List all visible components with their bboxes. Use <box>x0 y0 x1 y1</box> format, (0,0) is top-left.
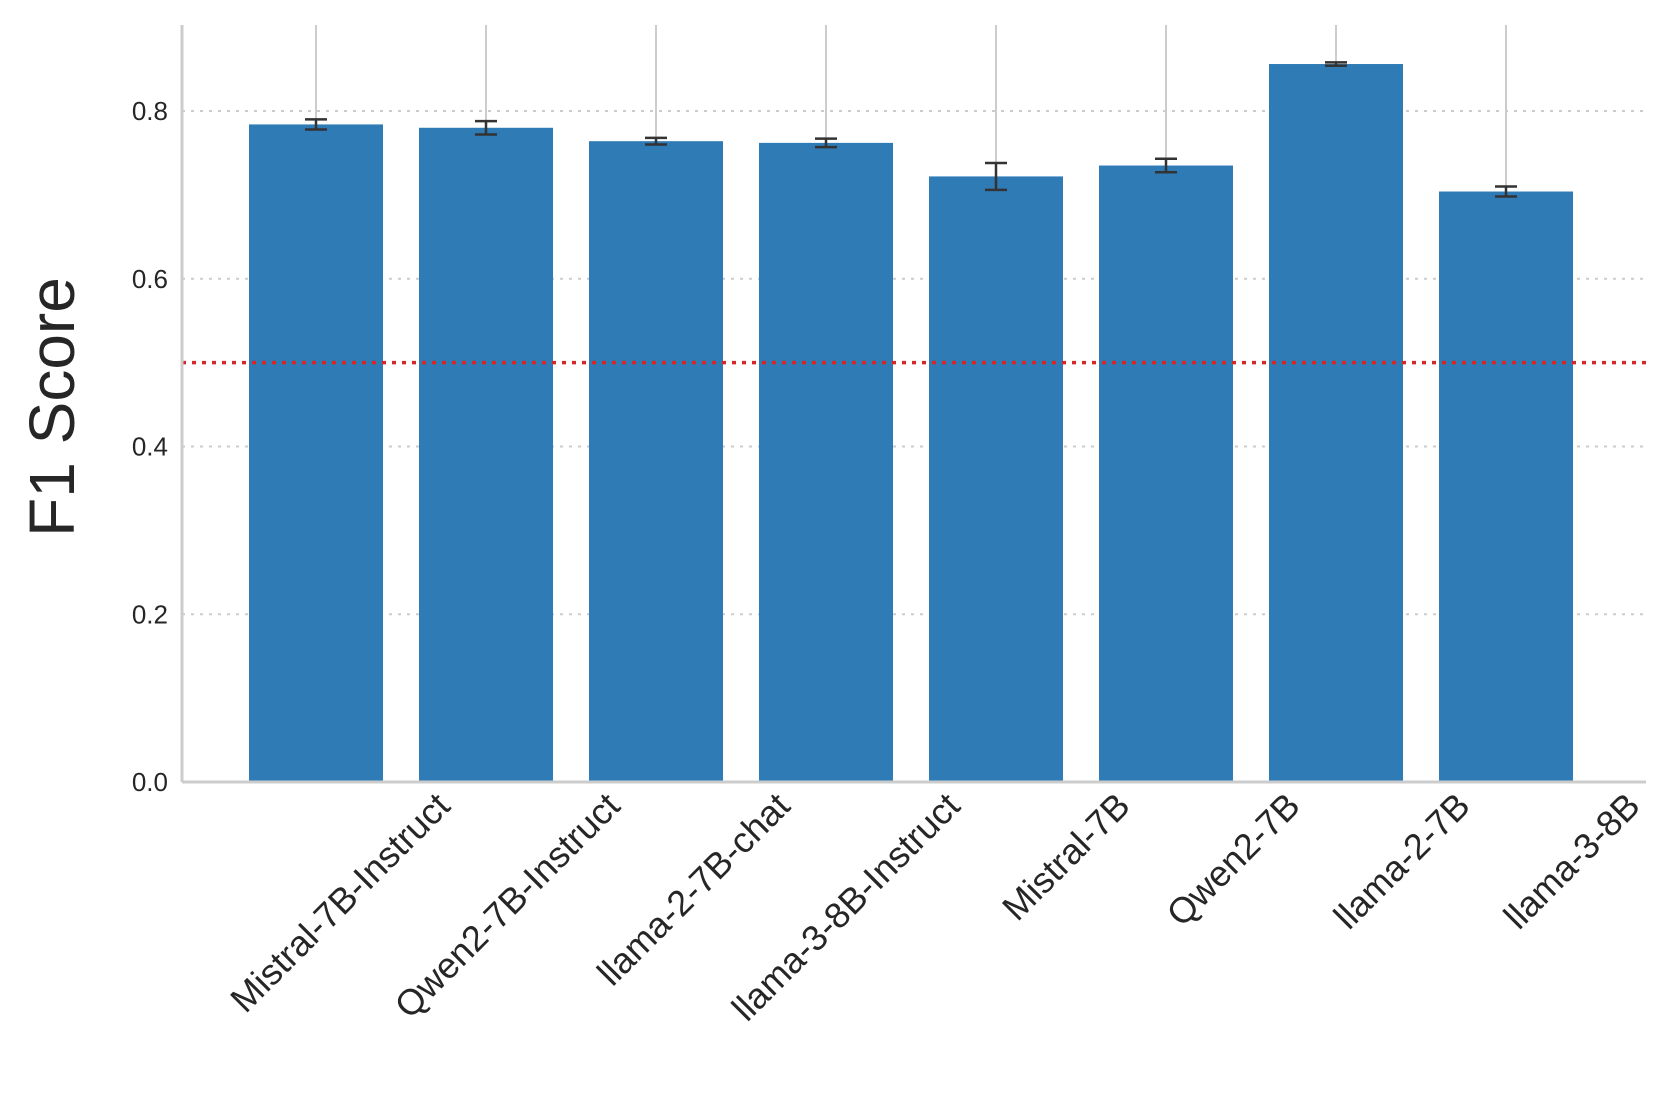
y-tick-label: 0.4 <box>132 432 168 462</box>
error-bar <box>645 136 667 146</box>
bar <box>419 127 553 782</box>
y-tick-labels: 0.0 0.2 0.4 0.6 0.8 <box>132 96 168 797</box>
error-bar <box>1495 185 1517 198</box>
y-tick-label: 0.2 <box>132 599 168 629</box>
y-tick-label: 0.6 <box>132 264 168 294</box>
error-bar <box>985 161 1007 192</box>
y-tick-label: 0.0 <box>132 767 168 797</box>
error-bar <box>1325 61 1347 67</box>
error-bar <box>1155 157 1177 174</box>
bar <box>1269 64 1403 782</box>
error-bar <box>305 118 327 131</box>
bar <box>1099 165 1233 783</box>
bar <box>249 124 383 783</box>
error-bar <box>475 119 497 136</box>
y-axis-label: F1 Score <box>16 277 88 537</box>
x-tick-label: llama-3-8B <box>1496 785 1648 937</box>
error-bar <box>815 137 837 149</box>
bar <box>1439 191 1573 782</box>
x-tick-label: Qwen2-7B <box>1158 785 1307 934</box>
y-tick-label: 0.8 <box>132 96 168 126</box>
bar <box>929 176 1063 783</box>
error-bars <box>305 61 1517 198</box>
x-tick-label: llama-2-7B <box>1326 785 1478 937</box>
bar <box>589 141 723 782</box>
bars <box>249 64 1573 783</box>
axes <box>180 25 1646 784</box>
bar <box>759 142 893 782</box>
x-tick-labels: Mistral-7B-InstructQwen2-7B-Instructllam… <box>222 785 1647 1029</box>
x-tick-label: Mistral-7B <box>994 785 1138 929</box>
